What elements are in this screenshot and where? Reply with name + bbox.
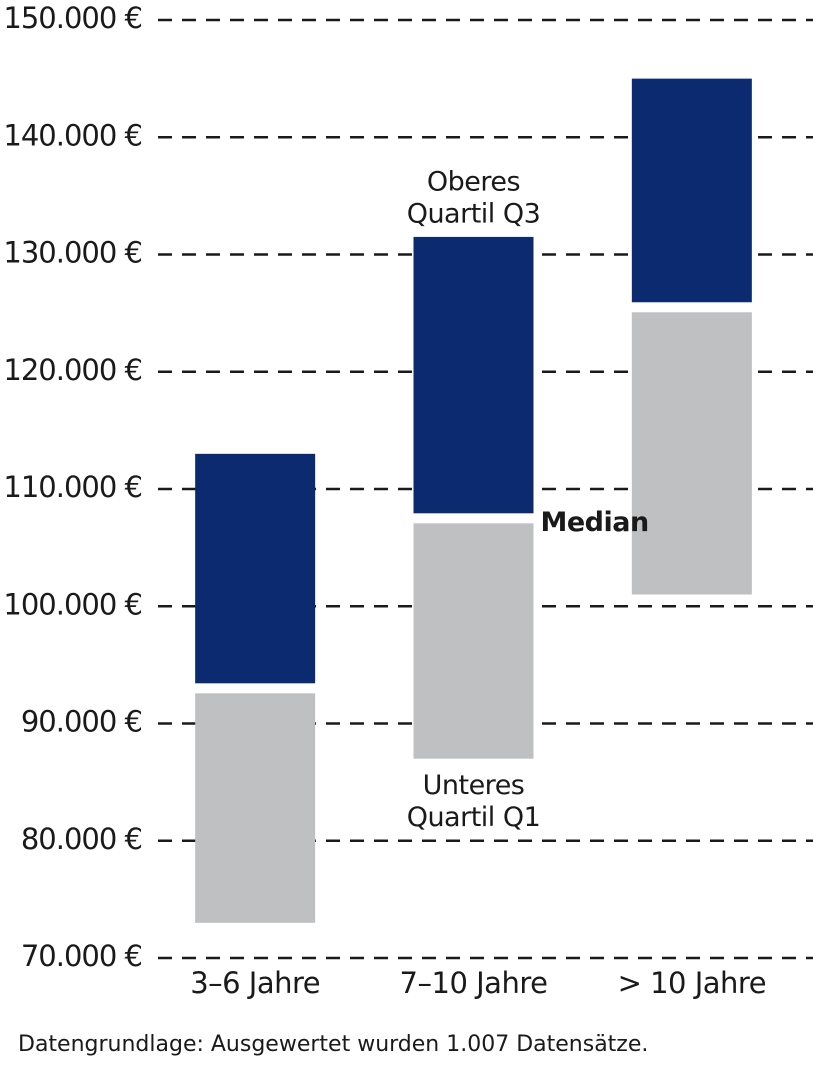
y-tick-label: 80.000 € [21, 822, 142, 856]
annotation: Quartil Q3 [407, 198, 541, 229]
lower-box [413, 523, 534, 759]
y-tick-label: 150.000 € [3, 1, 142, 35]
y-tick-label: 100.000 € [3, 587, 142, 621]
upper-box [631, 78, 752, 303]
lower-box [631, 312, 752, 595]
footnote: Datengrundlage: Ausgewertet wurden 1.007… [18, 1032, 648, 1057]
x-tick-label: > 10 Jahre [618, 966, 766, 1000]
y-tick-label: 70.000 € [21, 939, 142, 973]
y-tick-label: 140.000 € [3, 118, 142, 152]
upper-box [413, 236, 534, 514]
upper-box [195, 453, 316, 684]
annotation: Unteres [423, 770, 525, 801]
annotation: Quartil Q1 [407, 802, 541, 833]
y-tick-label: 90.000 € [21, 705, 142, 739]
lower-box [195, 693, 316, 923]
annotation: Oberes [427, 166, 520, 197]
y-tick-label: 110.000 € [3, 470, 142, 504]
annotation: Median [541, 507, 649, 538]
y-tick-label: 120.000 € [3, 353, 142, 387]
y-tick-label: 130.000 € [3, 236, 142, 270]
x-tick-label: 3–6 Jahre [190, 966, 320, 1000]
x-tick-label: 7–10 Jahre [400, 966, 548, 1000]
